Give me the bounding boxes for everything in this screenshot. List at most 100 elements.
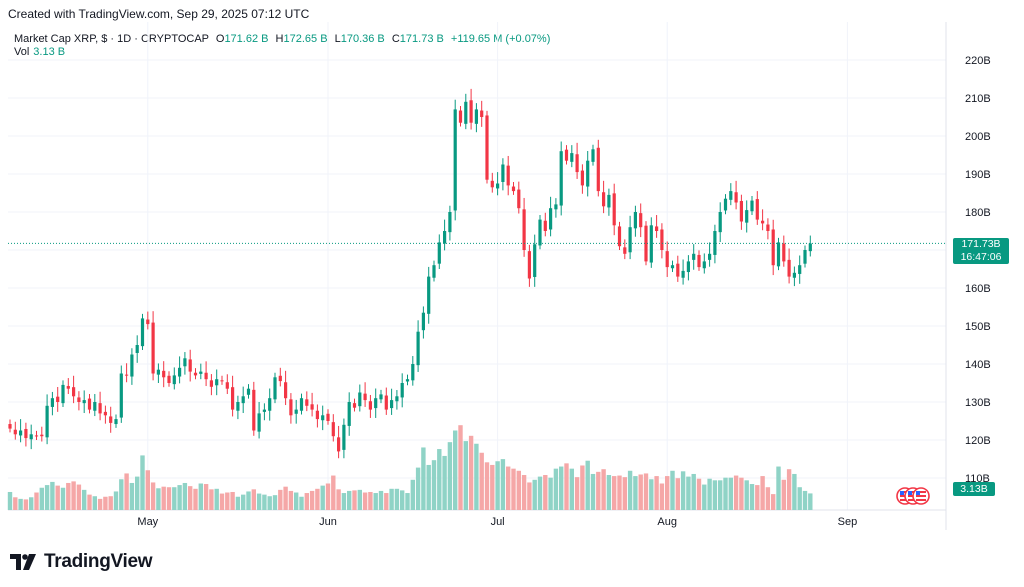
candle-body	[453, 109, 457, 211]
flag-stripe	[900, 491, 910, 493]
volume-bar	[7, 491, 13, 510]
candle-body	[326, 413, 330, 421]
volume-bar	[44, 485, 50, 510]
volume-bar	[744, 480, 749, 510]
volume-bar	[479, 452, 484, 510]
y-tick-label: 150B	[965, 321, 991, 333]
volume-bar	[246, 491, 251, 510]
volume-bar	[548, 477, 553, 510]
volume-bar	[808, 493, 813, 510]
candle-body	[34, 435, 39, 437]
candle-body	[527, 251, 531, 279]
volume-bar	[781, 479, 786, 510]
candle-body	[215, 379, 219, 386]
candle-body	[172, 375, 176, 385]
candle-body	[225, 382, 229, 389]
volume-bar	[506, 466, 511, 510]
candle-body	[82, 400, 86, 404]
candle-body	[559, 151, 563, 206]
volume-bar	[113, 491, 119, 510]
volume-bar	[458, 425, 463, 510]
volume-bar	[755, 485, 760, 510]
candle-body	[93, 402, 97, 411]
candle-body	[649, 225, 653, 263]
candle-body	[130, 354, 134, 377]
candle-body	[289, 399, 293, 416]
candle-body	[50, 398, 54, 407]
volume-bar	[739, 477, 744, 510]
volume-bar	[347, 490, 352, 510]
volume-bar	[341, 493, 347, 510]
volume-bar	[320, 485, 325, 510]
volume-bar	[29, 497, 34, 510]
volume-bar	[601, 469, 606, 510]
volume-label: Vol	[14, 46, 30, 58]
candle-body	[506, 165, 510, 186]
volume-bar	[288, 490, 294, 510]
candle-body	[188, 359, 192, 372]
candle-body	[681, 270, 685, 278]
volume-bar	[421, 447, 426, 510]
volume-bar	[251, 489, 256, 510]
volume-bar	[585, 460, 590, 510]
candle-body	[660, 229, 664, 250]
volume-bar	[495, 461, 500, 510]
candle-body	[766, 224, 770, 231]
candle-body	[798, 265, 802, 274]
volume-bar	[474, 443, 479, 510]
volume-bar	[13, 497, 18, 510]
volume-bar	[596, 471, 601, 510]
candle-body	[480, 110, 484, 117]
volume-bar	[18, 498, 23, 510]
candle-body	[596, 147, 600, 192]
candle-body	[517, 189, 521, 209]
volume-bar	[50, 481, 55, 510]
change-value: +119.65 M (+0.07%)	[450, 33, 551, 45]
candle-body	[570, 153, 574, 162]
candle-body	[787, 259, 791, 277]
flag-canton	[908, 491, 912, 495]
candle-body	[109, 416, 113, 423]
candle-body	[299, 398, 304, 411]
volume-bar	[463, 441, 468, 510]
volume-bar	[230, 491, 235, 510]
candle-body	[427, 276, 431, 314]
volume-bar	[797, 487, 802, 510]
volume-bar	[235, 496, 241, 510]
flag-stripe	[908, 499, 918, 501]
candle-body	[156, 369, 160, 375]
volume-bar	[665, 476, 670, 510]
volume-bar	[193, 488, 198, 510]
volume-bar	[172, 487, 177, 510]
volume-bar	[415, 467, 421, 510]
candle-body	[692, 253, 696, 260]
volume-bar	[527, 482, 532, 510]
volume-bar	[182, 482, 188, 510]
candle-body	[103, 411, 107, 416]
candle-body	[98, 403, 102, 414]
y-tick-label: 160B	[965, 283, 991, 295]
candle-body	[384, 395, 388, 410]
volume-bar	[357, 489, 362, 510]
volume-bar	[532, 479, 537, 510]
candle-body	[739, 200, 743, 222]
candle-body	[262, 409, 266, 412]
candle-body	[278, 375, 282, 382]
volume-bar	[543, 475, 548, 510]
volume-bar	[617, 475, 622, 510]
close-label: C	[391, 33, 400, 45]
y-tick-label: 220B	[965, 55, 991, 67]
volume-bar	[55, 485, 60, 510]
candle-body	[241, 396, 245, 404]
candle-body	[469, 100, 473, 123]
volume-bar	[426, 464, 431, 510]
volume-bar	[638, 474, 643, 510]
volume-bar	[352, 490, 357, 510]
candle-body	[363, 393, 367, 401]
candle-body	[151, 322, 155, 374]
volume-bar	[39, 487, 44, 510]
volume-bar	[728, 477, 733, 510]
candle-body	[125, 374, 129, 376]
volume-bar	[405, 493, 410, 510]
